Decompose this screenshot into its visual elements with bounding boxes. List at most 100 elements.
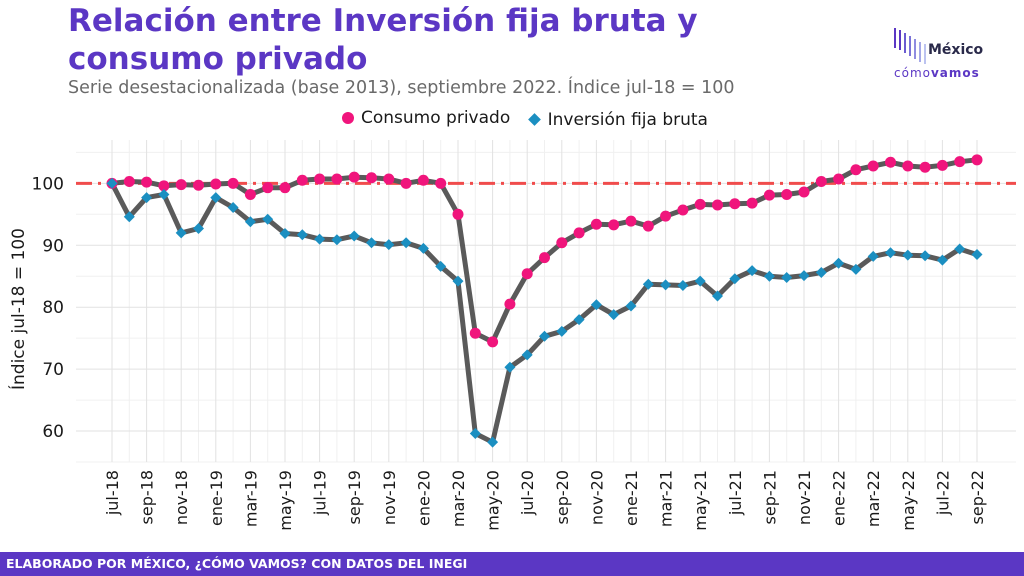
x-tick-label: may-22 xyxy=(899,470,918,531)
point-consumo xyxy=(210,178,222,190)
point-inversion xyxy=(729,273,741,285)
x-tick-label: nov-20 xyxy=(587,470,606,525)
point-consumo xyxy=(435,177,447,189)
x-tick-label: mar-20 xyxy=(449,470,468,527)
x-tick-label: nov-19 xyxy=(380,470,399,525)
point-inversion xyxy=(193,223,204,235)
point-inversion xyxy=(123,211,135,223)
point-inversion xyxy=(366,237,377,249)
point-consumo xyxy=(279,182,291,194)
y-tick-label: 60 xyxy=(42,422,64,442)
point-inversion xyxy=(712,290,723,302)
point-inversion xyxy=(677,280,689,292)
point-inversion xyxy=(227,201,239,213)
point-inversion xyxy=(331,234,343,246)
chart-subtitle: Serie desestacionalizada (base 2013), se… xyxy=(68,78,735,98)
point-consumo xyxy=(417,174,429,186)
chart-title: Relación entre Inversión fija bruta y co… xyxy=(68,3,698,77)
y-axis-label: Índice jul-18 = 100 xyxy=(7,228,29,390)
point-inversion xyxy=(746,265,758,277)
point-inversion xyxy=(850,263,862,275)
logo-text-como-vamos: cómovamos xyxy=(894,66,980,80)
logo-text-mexico: México xyxy=(928,42,984,58)
point-inversion xyxy=(521,349,533,361)
point-consumo xyxy=(296,174,308,186)
point-inversion xyxy=(296,229,308,241)
point-consumo xyxy=(452,208,464,220)
point-consumo xyxy=(193,179,204,191)
point-inversion xyxy=(487,436,499,448)
point-consumo xyxy=(158,180,170,192)
point-consumo xyxy=(573,227,585,239)
point-consumo xyxy=(262,182,274,194)
x-tick-label: sep-19 xyxy=(345,470,364,524)
point-consumo xyxy=(556,237,568,249)
point-inversion xyxy=(383,239,395,251)
x-tick-label: sep-21 xyxy=(760,470,779,524)
x-tick-label: sep-22 xyxy=(968,470,987,524)
point-consumo xyxy=(677,204,689,216)
x-tick-label: jul-19 xyxy=(311,470,330,516)
y-tick-label: 80 xyxy=(42,298,64,318)
x-tick-label: jul-22 xyxy=(933,470,952,516)
legend-item-consumo: Consumo privado xyxy=(342,108,510,128)
point-inversion xyxy=(954,243,966,255)
point-consumo xyxy=(902,160,914,172)
point-consumo xyxy=(885,156,896,168)
point-consumo xyxy=(798,186,810,198)
point-inversion xyxy=(625,300,637,312)
point-consumo xyxy=(625,215,637,227)
point-inversion xyxy=(417,242,429,254)
mexico-como-vamos-logo: México cómovamos xyxy=(892,26,1002,86)
y-tick-label: 70 xyxy=(42,360,64,380)
x-tick-label: jul-20 xyxy=(518,470,537,516)
point-consumo xyxy=(936,159,948,171)
x-tick-label: ene-20 xyxy=(414,470,433,526)
point-consumo xyxy=(833,173,845,185)
point-consumo xyxy=(815,175,827,187)
footer-credit: ELABORADO POR MÉXICO, ¿CÓMO VAMOS? CON D… xyxy=(0,552,1024,576)
point-inversion xyxy=(556,325,568,337)
point-consumo xyxy=(487,336,499,348)
point-inversion xyxy=(314,233,326,245)
x-tick-label: nov-21 xyxy=(795,470,814,525)
point-consumo xyxy=(504,298,516,310)
point-consumo xyxy=(590,218,602,230)
point-consumo xyxy=(400,177,412,189)
x-tick-label: jul-21 xyxy=(726,470,745,516)
point-consumo xyxy=(331,173,343,185)
x-tick-label: ene-22 xyxy=(830,470,849,526)
x-tick-label: nov-18 xyxy=(172,470,191,525)
x-tick-label: mar-19 xyxy=(241,470,260,527)
point-consumo xyxy=(746,197,758,209)
point-consumo xyxy=(642,220,654,232)
x-tick-label: sep-20 xyxy=(553,470,572,524)
point-consumo xyxy=(729,198,741,210)
point-inversion xyxy=(141,192,153,204)
point-consumo xyxy=(227,177,239,189)
point-inversion xyxy=(400,237,412,249)
legend-label-inversion: Inversión fija bruta xyxy=(547,109,708,130)
point-inversion xyxy=(971,249,983,261)
point-inversion xyxy=(175,227,187,239)
legend-circle-icon xyxy=(342,112,354,124)
x-tick-label: ene-19 xyxy=(207,470,226,526)
x-tick-label: mar-22 xyxy=(864,470,883,527)
point-consumo xyxy=(366,172,377,184)
point-consumo xyxy=(781,188,793,200)
point-consumo xyxy=(141,176,153,188)
point-consumo xyxy=(971,154,983,166)
point-consumo xyxy=(521,268,533,280)
y-tick-label: 90 xyxy=(42,236,64,256)
point-consumo xyxy=(244,188,256,200)
point-consumo xyxy=(712,199,723,211)
point-inversion xyxy=(469,428,481,440)
y-tick-label: 100 xyxy=(32,174,64,194)
point-inversion xyxy=(539,330,550,342)
point-consumo xyxy=(383,173,395,185)
point-inversion xyxy=(936,254,948,266)
point-inversion xyxy=(642,278,654,290)
point-inversion xyxy=(106,177,118,189)
point-inversion xyxy=(210,192,222,204)
point-inversion xyxy=(815,267,827,279)
